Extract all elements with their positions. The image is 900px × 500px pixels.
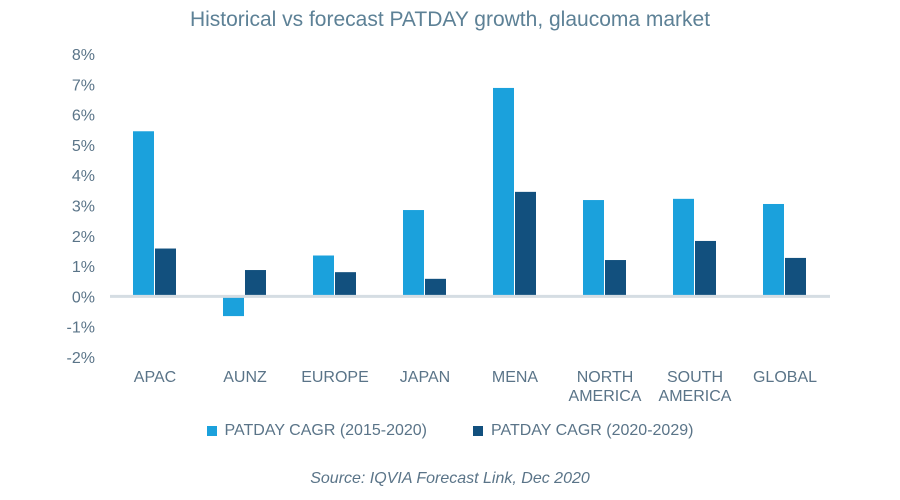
bar-forecast bbox=[605, 260, 626, 297]
bar-historical bbox=[493, 87, 514, 297]
y-tick-label: 4% bbox=[72, 168, 95, 185]
y-tick-label: 2% bbox=[72, 229, 95, 246]
y-axis-ticks: -2% -1% 0% 1% 2% 3% 4% 5% 6% 7% 8% bbox=[67, 47, 95, 367]
bar-historical bbox=[223, 296, 244, 317]
chart-plot: -2% -1% 0% 1% 2% 3% 4% 5% 6% 7% 8% APAC AUNZ EUROPE J… bbox=[67, 47, 830, 405]
source-note: Source: IQVIA Forecast Link, Dec 2020 bbox=[310, 470, 590, 487]
y-tick-label: 0% bbox=[72, 289, 95, 306]
legend: PATDAY CAGR (2015-2020) PATDAY CAGR (202… bbox=[0, 422, 900, 440]
bar-forecast bbox=[245, 270, 266, 297]
legend-label-historical: PATDAY CAGR (2015-2020) bbox=[224, 422, 427, 439]
x-tick-label: SOUTH AMERICA bbox=[659, 369, 732, 405]
x-tick-label: AUNZ bbox=[223, 369, 267, 386]
y-tick-label: 8% bbox=[72, 47, 95, 64]
y-tick-label: 7% bbox=[72, 77, 95, 94]
bar-forecast bbox=[335, 272, 356, 297]
chart-title: Historical vs forecast PATDAY growth, gl… bbox=[189, 8, 711, 31]
x-tick-label: GLOBAL bbox=[753, 369, 817, 386]
bar-forecast bbox=[695, 240, 716, 297]
legend-swatch-forecast bbox=[473, 426, 483, 436]
bar-historical bbox=[763, 203, 784, 297]
bar-historical bbox=[133, 131, 154, 297]
legend-item-historical: PATDAY CAGR (2015-2020) bbox=[206, 422, 427, 440]
x-tick-label: JAPAN bbox=[400, 369, 450, 386]
legend-item-forecast: PATDAY CAGR (2020-2029) bbox=[473, 422, 693, 440]
x-axis-labels: APAC AUNZ EUROPE JAPAN MENA NORTH AMERICA SOUTH… bbox=[134, 369, 817, 405]
x-tick-label: MENA bbox=[492, 369, 539, 386]
bar-historical bbox=[403, 210, 424, 297]
legend-label-forecast: PATDAY CAGR (2020-2029) bbox=[491, 422, 694, 439]
bar-historical bbox=[313, 255, 334, 297]
bar-forecast bbox=[425, 278, 446, 297]
bar-forecast bbox=[515, 191, 536, 297]
y-tick-label: 3% bbox=[72, 199, 95, 216]
bars bbox=[133, 87, 806, 317]
legend-swatch-historical bbox=[206, 426, 217, 436]
y-tick-label: -1% bbox=[67, 320, 95, 337]
bar-historical bbox=[583, 200, 604, 297]
bar-forecast bbox=[785, 257, 806, 297]
x-tick-label: EUROPE bbox=[301, 369, 369, 386]
y-tick-label: 5% bbox=[72, 138, 95, 155]
y-tick-label: 1% bbox=[72, 259, 95, 276]
x-tick-label: NORTH AMERICA bbox=[569, 369, 642, 405]
bar-historical bbox=[673, 198, 694, 297]
x-tick-label: APAC bbox=[134, 369, 176, 386]
y-tick-label: -2% bbox=[67, 350, 95, 367]
y-tick-label: 6% bbox=[72, 108, 95, 125]
bar-forecast bbox=[155, 248, 176, 297]
